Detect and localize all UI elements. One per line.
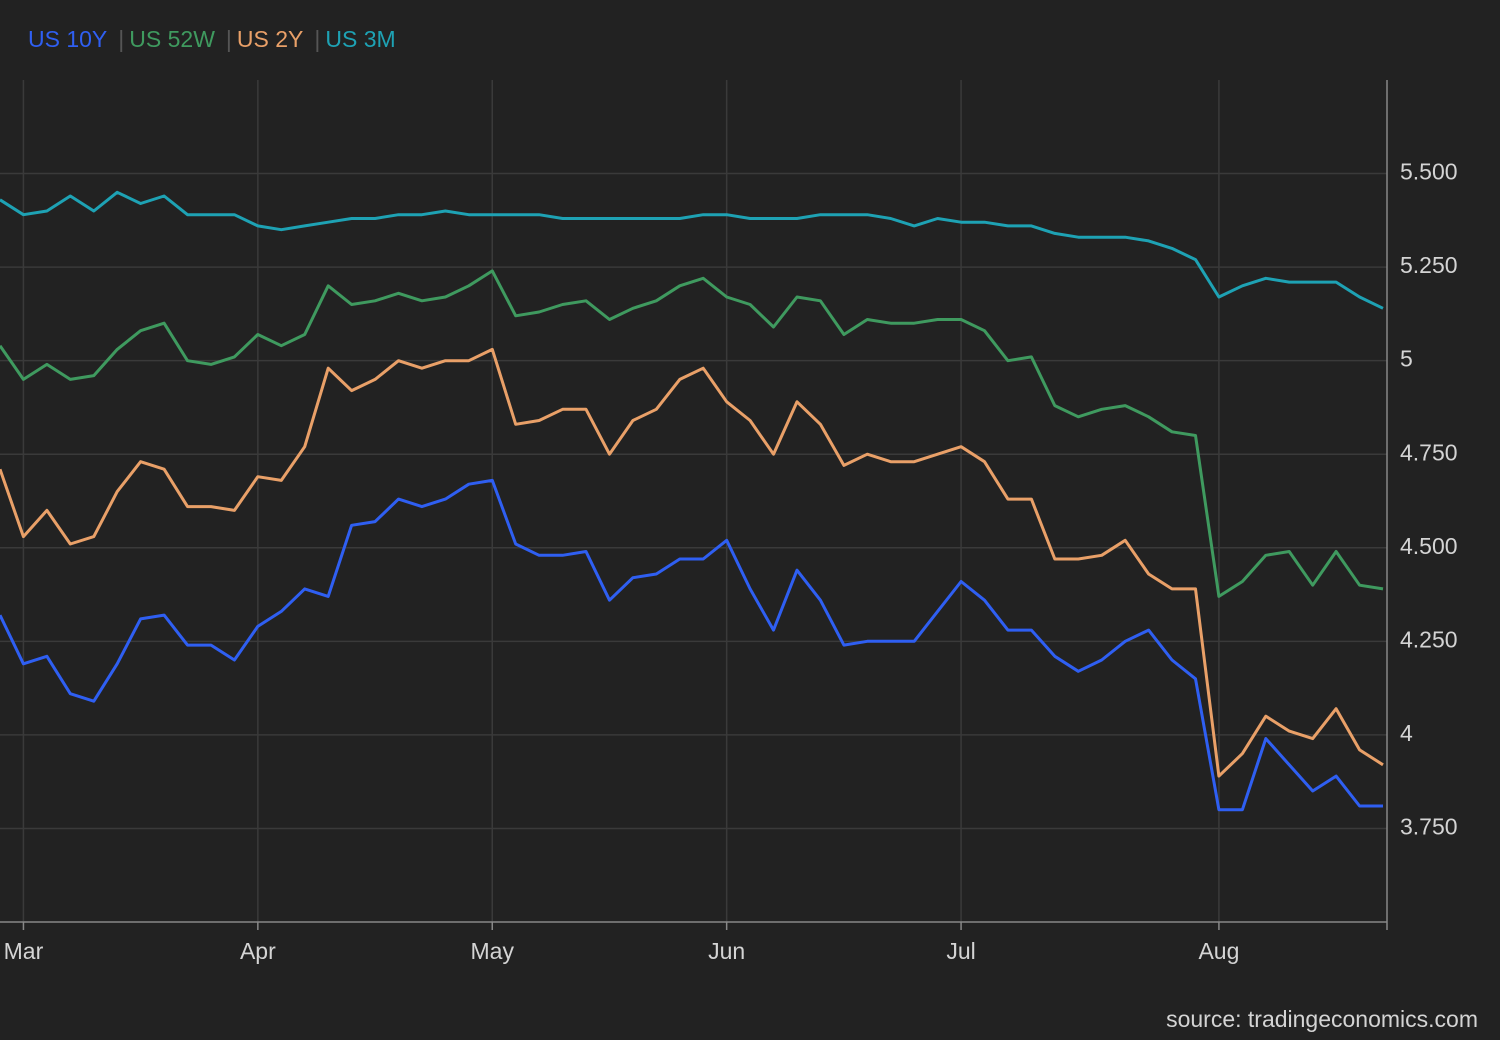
legend-entry: US 10Y [28, 26, 107, 52]
x-tick-label: Jun [708, 938, 745, 964]
legend-separator: | [226, 26, 232, 52]
y-tick-label: 3.750 [1400, 814, 1458, 840]
legend-separator: | [118, 26, 124, 52]
y-tick-label: 5 [1400, 346, 1413, 372]
legend-entry: US 3M [325, 26, 395, 52]
y-tick-label: 4.750 [1400, 439, 1458, 465]
x-tick-label: Aug [1198, 938, 1239, 964]
x-tick-label: May [471, 938, 515, 964]
legend: US 10Y | US 52W | US 2Y | US 3M [28, 26, 396, 52]
series-line [0, 269, 1384, 598]
grid [0, 80, 1387, 922]
x-tick-label: Mar [4, 938, 44, 964]
y-tick-label: 4.250 [1400, 626, 1458, 652]
legend-entry: US 2Y [237, 26, 303, 52]
y-tick-label: 5.250 [1400, 252, 1458, 278]
legend-entry: US 52W [129, 26, 215, 52]
series-line [0, 347, 1384, 778]
y-tick-label: 5.500 [1400, 159, 1458, 185]
source: source: tradingeconomics.com [1166, 1006, 1478, 1032]
legend-separator: | [314, 26, 320, 52]
x-tick-label: Apr [240, 938, 276, 964]
y-tick-label: 4.500 [1400, 533, 1458, 559]
y-tick-label: 4 [1400, 720, 1413, 746]
x-tick-label: Jul [946, 938, 975, 964]
series-line [0, 190, 1384, 310]
series-line [0, 478, 1383, 812]
